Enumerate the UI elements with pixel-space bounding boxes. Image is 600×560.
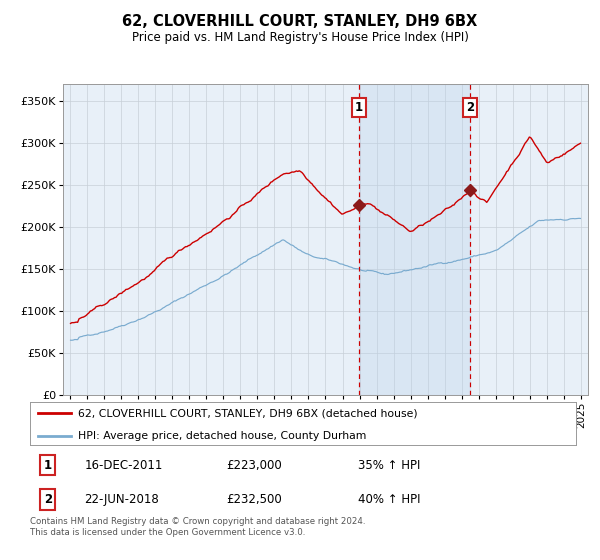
Bar: [359, 84, 470, 395]
Text: 22-JUN-2018: 22-JUN-2018: [85, 493, 160, 506]
Text: £223,000: £223,000: [227, 459, 283, 472]
Text: 62, CLOVERHILL COURT, STANLEY, DH9 6BX: 62, CLOVERHILL COURT, STANLEY, DH9 6BX: [122, 14, 478, 29]
Text: This data is licensed under the Open Government Licence v3.0.: This data is licensed under the Open Gov…: [30, 528, 305, 537]
Text: £232,500: £232,500: [227, 493, 283, 506]
Text: Price paid vs. HM Land Registry's House Price Index (HPI): Price paid vs. HM Land Registry's House …: [131, 31, 469, 44]
Text: Contains HM Land Registry data © Crown copyright and database right 2024.: Contains HM Land Registry data © Crown c…: [30, 516, 365, 526]
Text: 2: 2: [44, 493, 52, 506]
Text: 35% ↑ HPI: 35% ↑ HPI: [358, 459, 420, 472]
Text: 2: 2: [466, 101, 474, 114]
Text: 40% ↑ HPI: 40% ↑ HPI: [358, 493, 420, 506]
Text: 1: 1: [44, 459, 52, 472]
Text: HPI: Average price, detached house, County Durham: HPI: Average price, detached house, Coun…: [78, 431, 367, 441]
Text: 16-DEC-2011: 16-DEC-2011: [85, 459, 163, 472]
Text: 62, CLOVERHILL COURT, STANLEY, DH9 6BX (detached house): 62, CLOVERHILL COURT, STANLEY, DH9 6BX (…: [78, 408, 418, 418]
Text: 1: 1: [355, 101, 363, 114]
